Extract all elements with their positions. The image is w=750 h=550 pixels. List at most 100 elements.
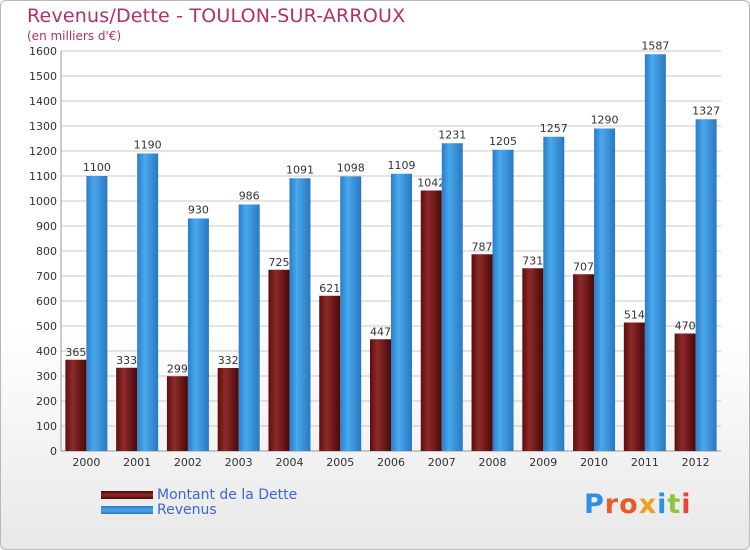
- data-label-revenus: 1257: [540, 122, 568, 135]
- legend-label-revenus: Revenus: [157, 501, 217, 518]
- bar-dette: [217, 368, 239, 451]
- data-label-revenus: 1109: [388, 159, 416, 172]
- x-axis-ticks: 2000 2001 2002 2003 2004 2005 2006 2007 2008 2009…: [72, 456, 709, 469]
- y-tick-label: 1000: [29, 195, 57, 208]
- y-tick-label: 800: [36, 245, 57, 258]
- bar-revenus: [391, 173, 412, 451]
- data-label-revenus: 1231: [438, 128, 466, 141]
- bar-dette: [674, 333, 696, 451]
- bar-dette: [319, 295, 341, 451]
- data-label-revenus: 1587: [641, 39, 669, 52]
- bar-revenus: [644, 54, 666, 451]
- legend-item-dette: Montant de la Dette: [101, 486, 298, 503]
- y-tick-label: 1400: [29, 95, 57, 108]
- bar-dette: [471, 254, 493, 451]
- bar-revenus: [340, 176, 362, 451]
- x-tick-label: 2006: [377, 456, 405, 469]
- bar-dette: [370, 339, 391, 451]
- x-tick-label: 2000: [72, 456, 100, 469]
- legend: Montant de la Dette Revenus: [101, 486, 298, 518]
- data-label-dette: 332: [218, 354, 239, 367]
- data-label-dette: 365: [65, 346, 86, 359]
- y-tick-label: 1600: [29, 45, 57, 58]
- x-tick-label: 2001: [123, 456, 151, 469]
- chart-subtitle: (en milliers d'€): [27, 29, 122, 43]
- bars: 365 1100 333 1190 299 930 332 986 725 1091 621 1098…: [65, 39, 720, 451]
- y-tick-label: 600: [36, 295, 57, 308]
- data-label-dette: 299: [167, 362, 188, 375]
- legend-label-dette: Montant de la Dette: [157, 486, 298, 503]
- logo-letter: r: [604, 489, 620, 520]
- data-label-revenus: 1290: [591, 114, 619, 127]
- legend-swatch-revenus: [101, 505, 153, 514]
- data-label-dette: 333: [116, 354, 137, 367]
- data-label-dette: 470: [675, 320, 696, 333]
- logo-letter: i: [681, 489, 692, 520]
- x-tick-label: 2011: [631, 456, 659, 469]
- bar-revenus: [492, 149, 514, 451]
- bar-revenus: [695, 119, 717, 451]
- x-tick-label: 2010: [580, 456, 608, 469]
- bar-revenus: [86, 176, 108, 451]
- data-label-dette: 787: [472, 240, 493, 253]
- bar-dette: [573, 274, 595, 451]
- logo-letter: o: [619, 489, 639, 520]
- y-tick-label: 1300: [29, 120, 57, 133]
- x-tick-label: 2005: [326, 456, 354, 469]
- y-tick-label: 200: [36, 395, 57, 408]
- y-tick-label: 100: [36, 420, 57, 433]
- data-label-revenus: 1100: [83, 161, 111, 174]
- x-tick-label: 2002: [174, 456, 202, 469]
- legend-swatch-dette: [101, 490, 153, 499]
- y-axis-ticks: 0 100 200 300 400 500 600 700 800 900 1000 1100 1200…: [29, 45, 57, 458]
- bar-dette: [420, 190, 442, 451]
- logo-letter: x: [638, 489, 658, 520]
- bar-dette: [65, 359, 87, 451]
- y-tick-label: 300: [36, 370, 57, 383]
- bar-dette: [116, 367, 138, 451]
- data-label-revenus: 1327: [692, 104, 720, 117]
- chart-title: Revenus/Dette - TOULON-SUR-ARROUX: [27, 5, 406, 27]
- data-label-revenus: 930: [188, 204, 209, 217]
- data-label-revenus: 1205: [489, 135, 517, 148]
- logo-letter: P: [584, 489, 605, 520]
- proxiti-logo: Proxiti: [584, 489, 692, 520]
- bar-dette: [166, 376, 188, 451]
- x-tick-label: 2009: [529, 456, 557, 469]
- y-tick-label: 0: [50, 445, 57, 458]
- data-label-revenus: 986: [239, 190, 260, 203]
- x-tick-label: 2007: [428, 456, 456, 469]
- x-tick-label: 2008: [479, 456, 507, 469]
- x-tick-label: 2012: [682, 456, 710, 469]
- y-tick-label: 1100: [29, 170, 57, 183]
- data-label-revenus: 1098: [337, 162, 365, 175]
- y-tick-label: 400: [36, 345, 57, 358]
- y-tick-label: 1500: [29, 70, 57, 83]
- x-tick-label: 2004: [275, 456, 303, 469]
- data-label-revenus: 1190: [134, 139, 162, 152]
- bar-revenus: [289, 178, 311, 451]
- y-tick-label: 500: [36, 320, 57, 333]
- bar-dette: [623, 322, 645, 451]
- bar-dette: [268, 269, 290, 451]
- y-tick-label: 700: [36, 270, 57, 283]
- legend-item-revenus: Revenus: [101, 501, 297, 518]
- data-label-dette: 514: [624, 309, 645, 322]
- data-label-dette: 725: [268, 256, 289, 269]
- bar-revenus: [187, 218, 209, 451]
- y-tick-label: 900: [36, 220, 57, 233]
- bar-revenus: [238, 204, 260, 451]
- bar-revenus: [543, 136, 565, 451]
- data-label-dette: 1042: [417, 177, 445, 190]
- logo-letter: t: [667, 489, 682, 520]
- data-label-dette: 621: [319, 282, 340, 295]
- bar-dette: [522, 268, 544, 451]
- bar-revenus: [441, 143, 463, 451]
- data-label-revenus: 1091: [286, 163, 314, 176]
- data-label-dette: 447: [370, 325, 391, 338]
- x-tick-label: 2003: [225, 456, 253, 469]
- logo-letter: i: [657, 489, 668, 520]
- data-label-dette: 707: [573, 260, 594, 273]
